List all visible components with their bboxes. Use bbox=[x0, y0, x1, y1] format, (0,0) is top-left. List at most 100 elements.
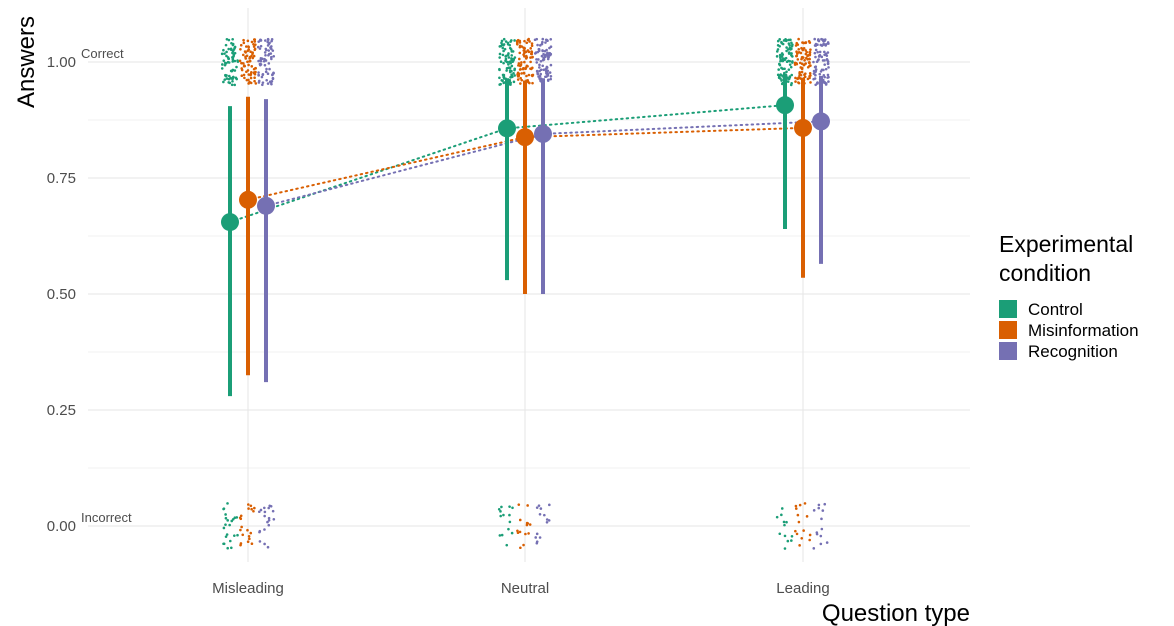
jitter-point bbox=[239, 43, 243, 47]
jitter-point bbox=[235, 516, 239, 519]
y-tick-label: 1.00 bbox=[47, 54, 76, 71]
jitter-point bbox=[794, 529, 797, 533]
jitter-point bbox=[784, 38, 788, 42]
jitter-point bbox=[778, 55, 782, 59]
jitter-point bbox=[264, 53, 267, 57]
legend-label-misinformation: Misinformation bbox=[1028, 321, 1139, 340]
jitter-point bbox=[257, 81, 261, 84]
jitter-point bbox=[538, 66, 541, 69]
jitter-point bbox=[221, 63, 224, 66]
jitter-point bbox=[220, 52, 224, 56]
jitter-point bbox=[808, 538, 811, 542]
jitter-point bbox=[780, 79, 783, 82]
jitter-point bbox=[231, 58, 235, 61]
jitter-point bbox=[778, 38, 781, 41]
jitter-point bbox=[264, 47, 268, 51]
jitter-point bbox=[802, 529, 805, 532]
jitter-point bbox=[246, 528, 249, 532]
jitter-point bbox=[779, 77, 782, 80]
jitter-point bbox=[777, 68, 780, 71]
jitter-point bbox=[499, 510, 502, 513]
jitter-point bbox=[800, 70, 804, 74]
jitter-point bbox=[534, 536, 538, 539]
jitter-point bbox=[229, 47, 233, 51]
error-bars bbox=[228, 73, 823, 397]
jitter-point bbox=[250, 65, 254, 68]
jitter-point bbox=[780, 74, 784, 77]
jitter-point bbox=[790, 52, 793, 55]
jitter-point bbox=[788, 63, 792, 66]
jitter-point bbox=[790, 534, 794, 538]
jitter-point bbox=[233, 516, 237, 520]
jitter-point bbox=[775, 515, 779, 519]
jitter-point bbox=[820, 55, 824, 59]
jitter-point bbox=[783, 547, 787, 550]
jitter-point bbox=[258, 529, 262, 533]
jitter-point bbox=[264, 39, 267, 42]
jitter-point bbox=[544, 67, 548, 71]
jitter-point bbox=[248, 57, 251, 60]
jitter-point bbox=[272, 517, 276, 521]
jitter-point bbox=[803, 502, 807, 505]
jitter-point bbox=[507, 527, 510, 531]
jitter-point bbox=[249, 50, 252, 54]
jitter-point bbox=[253, 76, 256, 79]
jitter-point bbox=[790, 53, 793, 57]
jitter-point bbox=[225, 533, 229, 536]
jitter-point bbox=[522, 543, 525, 547]
jitter-point bbox=[776, 39, 780, 43]
jitter-point bbox=[546, 79, 550, 82]
jitter-point bbox=[782, 57, 786, 61]
jitter-point bbox=[809, 48, 812, 51]
jitter-point bbox=[513, 67, 517, 71]
grid-layer bbox=[88, 8, 970, 562]
jitter-point bbox=[227, 74, 231, 78]
jitter-point bbox=[808, 74, 811, 78]
trend-line-misinformation bbox=[247, 126, 804, 201]
jitter-point bbox=[272, 54, 276, 58]
jitter-point bbox=[224, 74, 228, 78]
jitter-point bbox=[815, 531, 819, 534]
x-tick-label: Neutral bbox=[501, 580, 549, 597]
jitter-point bbox=[253, 47, 257, 51]
jitter-point bbox=[510, 50, 514, 53]
y-tick-label: 0.75 bbox=[47, 170, 76, 187]
jitter-point bbox=[247, 503, 250, 506]
jitter-point bbox=[798, 503, 802, 507]
jitter-point bbox=[538, 512, 542, 516]
jitter-point bbox=[512, 71, 515, 75]
jitter-point bbox=[512, 57, 516, 61]
legend-swatch-misinformation bbox=[999, 321, 1017, 339]
jitter-point bbox=[252, 509, 255, 513]
jitter-point bbox=[238, 59, 242, 63]
jitter-point bbox=[818, 72, 822, 76]
jitter-point bbox=[239, 542, 243, 545]
jitter-point bbox=[523, 55, 526, 58]
y-axis-title: Answers bbox=[13, 16, 40, 108]
jitter-point bbox=[522, 46, 525, 49]
jitter-point bbox=[249, 72, 253, 76]
jitter-point bbox=[236, 60, 240, 63]
jitter-point bbox=[244, 57, 248, 60]
jitter-point bbox=[816, 81, 819, 84]
jitter-point bbox=[814, 70, 817, 74]
jitter-point bbox=[241, 533, 245, 537]
jitter-point bbox=[259, 44, 263, 48]
jitter-point bbox=[776, 48, 780, 51]
jitter-point bbox=[543, 49, 547, 53]
jitter-point bbox=[240, 525, 243, 529]
jitter-point bbox=[226, 519, 229, 522]
jitter-point bbox=[265, 67, 268, 71]
mean-point bbox=[257, 196, 275, 215]
jitter-point bbox=[778, 63, 782, 67]
jitter-point bbox=[267, 506, 271, 510]
jitter-point bbox=[549, 74, 553, 78]
jitter-point bbox=[498, 534, 502, 537]
jitter-point bbox=[541, 64, 545, 68]
jitter-point bbox=[541, 49, 544, 52]
jitter-point bbox=[252, 54, 256, 58]
jitter-point bbox=[239, 47, 242, 51]
jitter-point bbox=[252, 71, 256, 74]
jitter-point bbox=[252, 38, 256, 41]
jitter-point bbox=[504, 40, 508, 43]
